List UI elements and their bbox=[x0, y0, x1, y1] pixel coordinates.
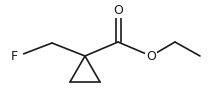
Text: O: O bbox=[113, 3, 123, 17]
Text: F: F bbox=[11, 49, 18, 63]
Text: O: O bbox=[146, 49, 156, 63]
